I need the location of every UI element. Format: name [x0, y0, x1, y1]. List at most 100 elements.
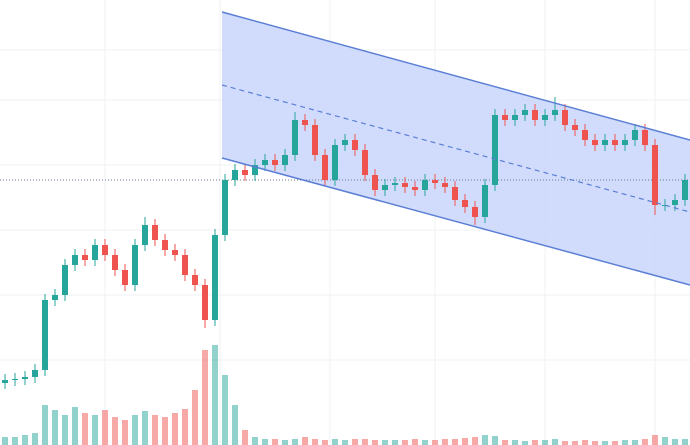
volume-bar	[342, 440, 348, 445]
channel-fill	[222, 12, 690, 285]
volume-bar	[292, 439, 298, 445]
volume-bar	[562, 441, 568, 445]
volume-bar	[162, 417, 168, 445]
volume-bar	[282, 440, 288, 445]
volume-bar	[72, 407, 78, 445]
candle-body	[632, 130, 638, 140]
volume-bar	[242, 430, 248, 445]
candle-body	[482, 185, 488, 217]
candle-body	[342, 140, 348, 145]
channel-upper-line	[221, 11, 690, 141]
volume-bar	[512, 440, 518, 445]
volume-bar	[2, 437, 8, 445]
volume-bar	[192, 390, 198, 445]
volume-bar	[62, 415, 68, 445]
candle-body	[432, 180, 438, 183]
volume-bar	[12, 437, 18, 445]
candle-body	[472, 207, 478, 217]
candle-body	[302, 120, 308, 125]
volume-bar	[582, 440, 588, 445]
volume-bar	[682, 439, 688, 445]
candle-body	[362, 150, 368, 175]
candle-body	[212, 235, 218, 320]
candle-body	[612, 140, 618, 145]
volume-bar	[232, 405, 238, 445]
candle-body	[412, 187, 418, 190]
candle-body	[152, 225, 158, 240]
candle-body	[392, 183, 398, 185]
volume-bar	[632, 440, 638, 445]
volume-bar	[622, 440, 628, 445]
candle-body	[312, 125, 318, 155]
candle-body	[262, 160, 268, 165]
candle-body	[382, 185, 388, 190]
candle-body	[402, 183, 408, 187]
candle-body	[122, 270, 128, 285]
volume-bar	[662, 437, 668, 445]
volume-bar	[222, 375, 228, 445]
volume-bar	[432, 440, 438, 445]
volume-bar	[202, 350, 208, 445]
volume-bar	[172, 413, 178, 445]
candle-body	[182, 255, 188, 275]
volume-bar	[642, 439, 648, 445]
volume-bar	[42, 405, 48, 445]
candle-body	[102, 245, 108, 255]
volume-bar	[452, 439, 458, 445]
volume-bar	[592, 441, 598, 445]
volume-bar	[532, 440, 538, 445]
candle-body	[72, 255, 78, 265]
volume-bar	[552, 439, 558, 445]
candle-body	[32, 370, 38, 377]
candle-body	[42, 300, 48, 370]
candle-body	[532, 110, 538, 120]
candle-body	[502, 115, 508, 120]
candle-body	[552, 110, 558, 115]
volume-bar	[112, 417, 118, 445]
volume-bar	[462, 438, 468, 445]
candle-body	[572, 125, 578, 130]
candle-body	[2, 380, 8, 383]
volume-bar	[182, 409, 188, 445]
candle-body	[282, 155, 288, 165]
volume-bar	[402, 440, 408, 445]
volume-bar	[602, 441, 608, 445]
candle-body	[192, 275, 198, 285]
candle-body	[602, 140, 608, 145]
volume-bar	[262, 439, 268, 445]
volume-bar	[492, 436, 498, 445]
candle-body	[82, 255, 88, 260]
volume-bar	[312, 439, 318, 445]
volume-bar	[372, 440, 378, 445]
candle-body	[492, 115, 498, 185]
candle-body	[332, 145, 338, 180]
volume-bar	[572, 441, 578, 445]
volume-bar	[392, 440, 398, 445]
volume-bar	[442, 439, 448, 445]
volume-bar	[502, 440, 508, 445]
volume-bar	[92, 415, 98, 445]
candle-body	[422, 180, 428, 190]
candle-body	[442, 183, 448, 187]
volume-bar	[52, 410, 58, 445]
volume-bar	[102, 410, 108, 445]
candle-body	[512, 115, 518, 120]
candle-body	[112, 255, 118, 270]
volume-bar	[482, 435, 488, 445]
volume-bar	[382, 440, 388, 445]
candle-body	[462, 200, 468, 207]
candle-body	[232, 170, 238, 180]
volume-bar	[212, 345, 218, 445]
volume-bar	[412, 439, 418, 445]
volume-bar	[352, 439, 358, 445]
candle-body	[542, 115, 548, 120]
candle-body	[372, 175, 378, 190]
candle-body	[562, 110, 568, 125]
candle-body	[652, 145, 658, 205]
volume-bar	[252, 437, 258, 445]
volume-bar	[132, 415, 138, 445]
candle-body	[622, 140, 628, 145]
candle-body	[322, 155, 328, 180]
channel-lower-line	[221, 157, 690, 286]
